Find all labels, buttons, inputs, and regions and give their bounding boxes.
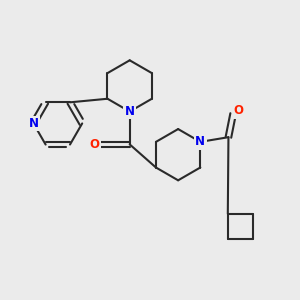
Text: O: O — [90, 138, 100, 151]
Text: N: N — [28, 117, 38, 130]
Text: N: N — [195, 135, 205, 148]
Text: N: N — [125, 105, 135, 118]
Text: O: O — [234, 104, 244, 117]
